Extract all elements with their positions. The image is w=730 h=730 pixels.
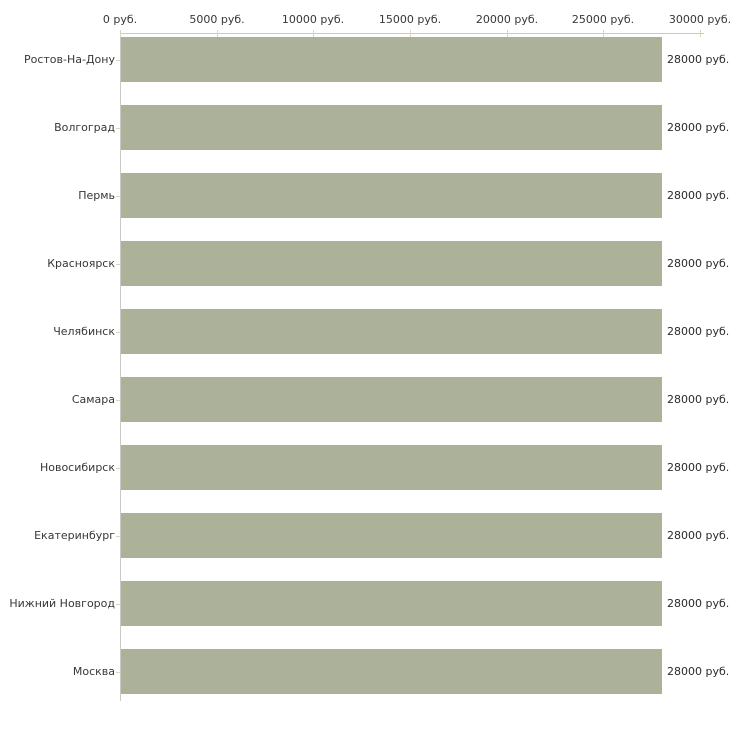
- category-label: Новосибирск: [39, 461, 115, 474]
- category-label: Нижний Новгород: [9, 597, 115, 610]
- bar[interactable]: [121, 513, 662, 558]
- value-label: 28000 руб.: [667, 597, 730, 610]
- x-axis-tick-label: 25000 руб.: [571, 13, 635, 26]
- bar[interactable]: [121, 445, 662, 490]
- y-axis-tick: [116, 332, 120, 333]
- category-label: Екатеринбург: [34, 529, 115, 542]
- x-axis-tick: [120, 30, 121, 37]
- y-axis-line: [120, 33, 121, 701]
- category-label: Пермь: [78, 189, 115, 202]
- value-label: 28000 руб.: [667, 257, 730, 270]
- x-axis-tick-label: 5000 руб.: [189, 13, 245, 26]
- category-label: Красноярск: [47, 257, 115, 270]
- x-axis-tick-label: 30000 руб.: [668, 13, 730, 26]
- y-axis-tick: [116, 672, 120, 673]
- value-label: 28000 руб.: [667, 189, 730, 202]
- value-label: 28000 руб.: [667, 53, 730, 66]
- y-axis-tick: [116, 536, 120, 537]
- value-label: 28000 руб.: [667, 325, 730, 338]
- bar[interactable]: [121, 377, 662, 422]
- value-label: 28000 руб.: [667, 529, 730, 542]
- y-axis-tick: [116, 468, 120, 469]
- x-axis-tick: [410, 30, 411, 37]
- category-label: Челябинск: [53, 325, 115, 338]
- bar[interactable]: [121, 649, 662, 694]
- bar[interactable]: [121, 241, 662, 286]
- y-axis-tick: [116, 196, 120, 197]
- category-label: Самара: [71, 393, 115, 406]
- x-axis-line: [120, 33, 704, 34]
- x-axis-tick-label: 10000 руб.: [281, 13, 345, 26]
- x-axis-tick: [603, 30, 604, 37]
- x-axis-tick: [507, 30, 508, 37]
- x-axis-tick: [313, 30, 314, 37]
- x-axis-tick-label: 20000 руб.: [475, 13, 539, 26]
- x-axis-tick-label: 0 руб.: [102, 13, 138, 26]
- category-label: Ростов-На-Дону: [23, 53, 115, 66]
- bar[interactable]: [121, 37, 662, 82]
- bar[interactable]: [121, 581, 662, 626]
- category-label: Москва: [72, 665, 115, 678]
- x-axis-tick-label: 15000 руб.: [378, 13, 442, 26]
- x-axis-tick: [217, 30, 218, 37]
- bar[interactable]: [121, 105, 662, 150]
- y-axis-tick: [116, 60, 120, 61]
- y-axis-tick: [116, 264, 120, 265]
- value-label: 28000 руб.: [667, 121, 730, 134]
- value-label: 28000 руб.: [667, 461, 730, 474]
- bar[interactable]: [121, 173, 662, 218]
- value-label: 28000 руб.: [667, 393, 730, 406]
- x-axis-tick: [700, 30, 701, 37]
- y-axis-tick: [116, 400, 120, 401]
- bar[interactable]: [121, 309, 662, 354]
- value-label: 28000 руб.: [667, 665, 730, 678]
- y-axis-tick: [116, 128, 120, 129]
- y-axis-tick: [116, 604, 120, 605]
- category-label: Волгоград: [54, 121, 115, 134]
